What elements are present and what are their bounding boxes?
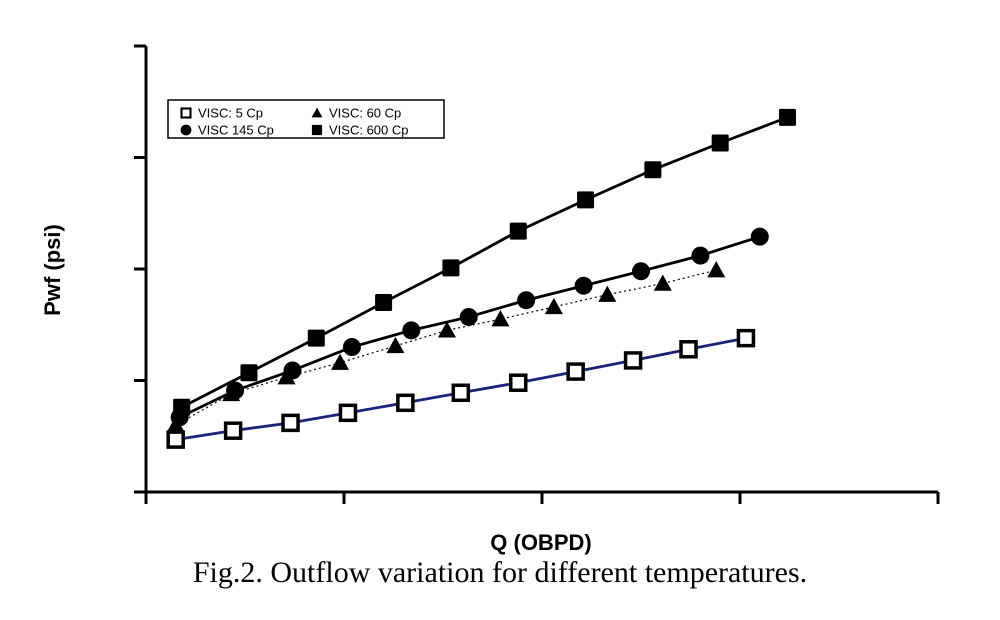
data-point [283,361,302,380]
legend-marker [311,107,323,118]
data-point [566,362,585,381]
data-point [574,276,593,295]
data-point [711,134,729,152]
legend-marker [311,124,323,136]
data-point [736,328,756,348]
data-point [437,321,456,338]
data-point [632,262,650,281]
legend-label: VISC 145 Cp [198,123,274,138]
data-point [653,274,672,291]
legend-marker [180,124,192,136]
data-point [396,393,415,413]
series-2 [170,227,769,427]
legend-label: VISC: 600 Cp [329,123,409,138]
series-1 [166,261,726,433]
data-point [544,297,563,315]
data-point [577,191,595,209]
x-axis-label: Q (OBPD) [490,530,591,555]
data-point [509,222,527,240]
y-axis-label: Pwf (psi) [40,224,65,316]
data-point [223,421,243,440]
data-point [402,321,421,340]
data-point [691,246,710,265]
data-point [750,227,769,246]
data-point [386,336,405,354]
data-point [173,398,191,416]
data-point [451,383,471,403]
data-point [342,338,361,357]
series-0 [166,328,756,449]
data-point [226,381,245,400]
data-point [375,293,393,311]
chart-legend: VISC: 5 Cp VISC: 60 Cp VISC 145 Cp VISC: 60… [167,99,445,139]
data-point [623,351,643,370]
data-point [644,161,662,179]
data-point [281,413,300,433]
series-3 [173,108,797,416]
data-point [331,353,350,370]
series-line [181,116,789,409]
chart-series [166,108,797,449]
data-point [491,310,510,327]
data-point [240,364,258,382]
data-point [338,403,358,423]
data-point [508,373,528,392]
legend-label: VISC: 5 Cp [198,106,263,121]
data-point [307,329,325,347]
data-point [442,259,460,277]
legend-marker [180,107,192,119]
figure-caption: Fig.2. Outflow variation for different t… [192,556,808,589]
legend-label: VISC: 60 Cp [329,106,401,121]
series-line [175,269,717,426]
data-point [779,108,797,126]
data-point [517,291,536,310]
data-point [598,285,617,302]
data-point [459,307,478,326]
legend-box [167,99,445,139]
chart-axes [134,44,940,504]
data-point [166,430,185,449]
data-point [679,340,698,359]
data-point [707,261,726,278]
